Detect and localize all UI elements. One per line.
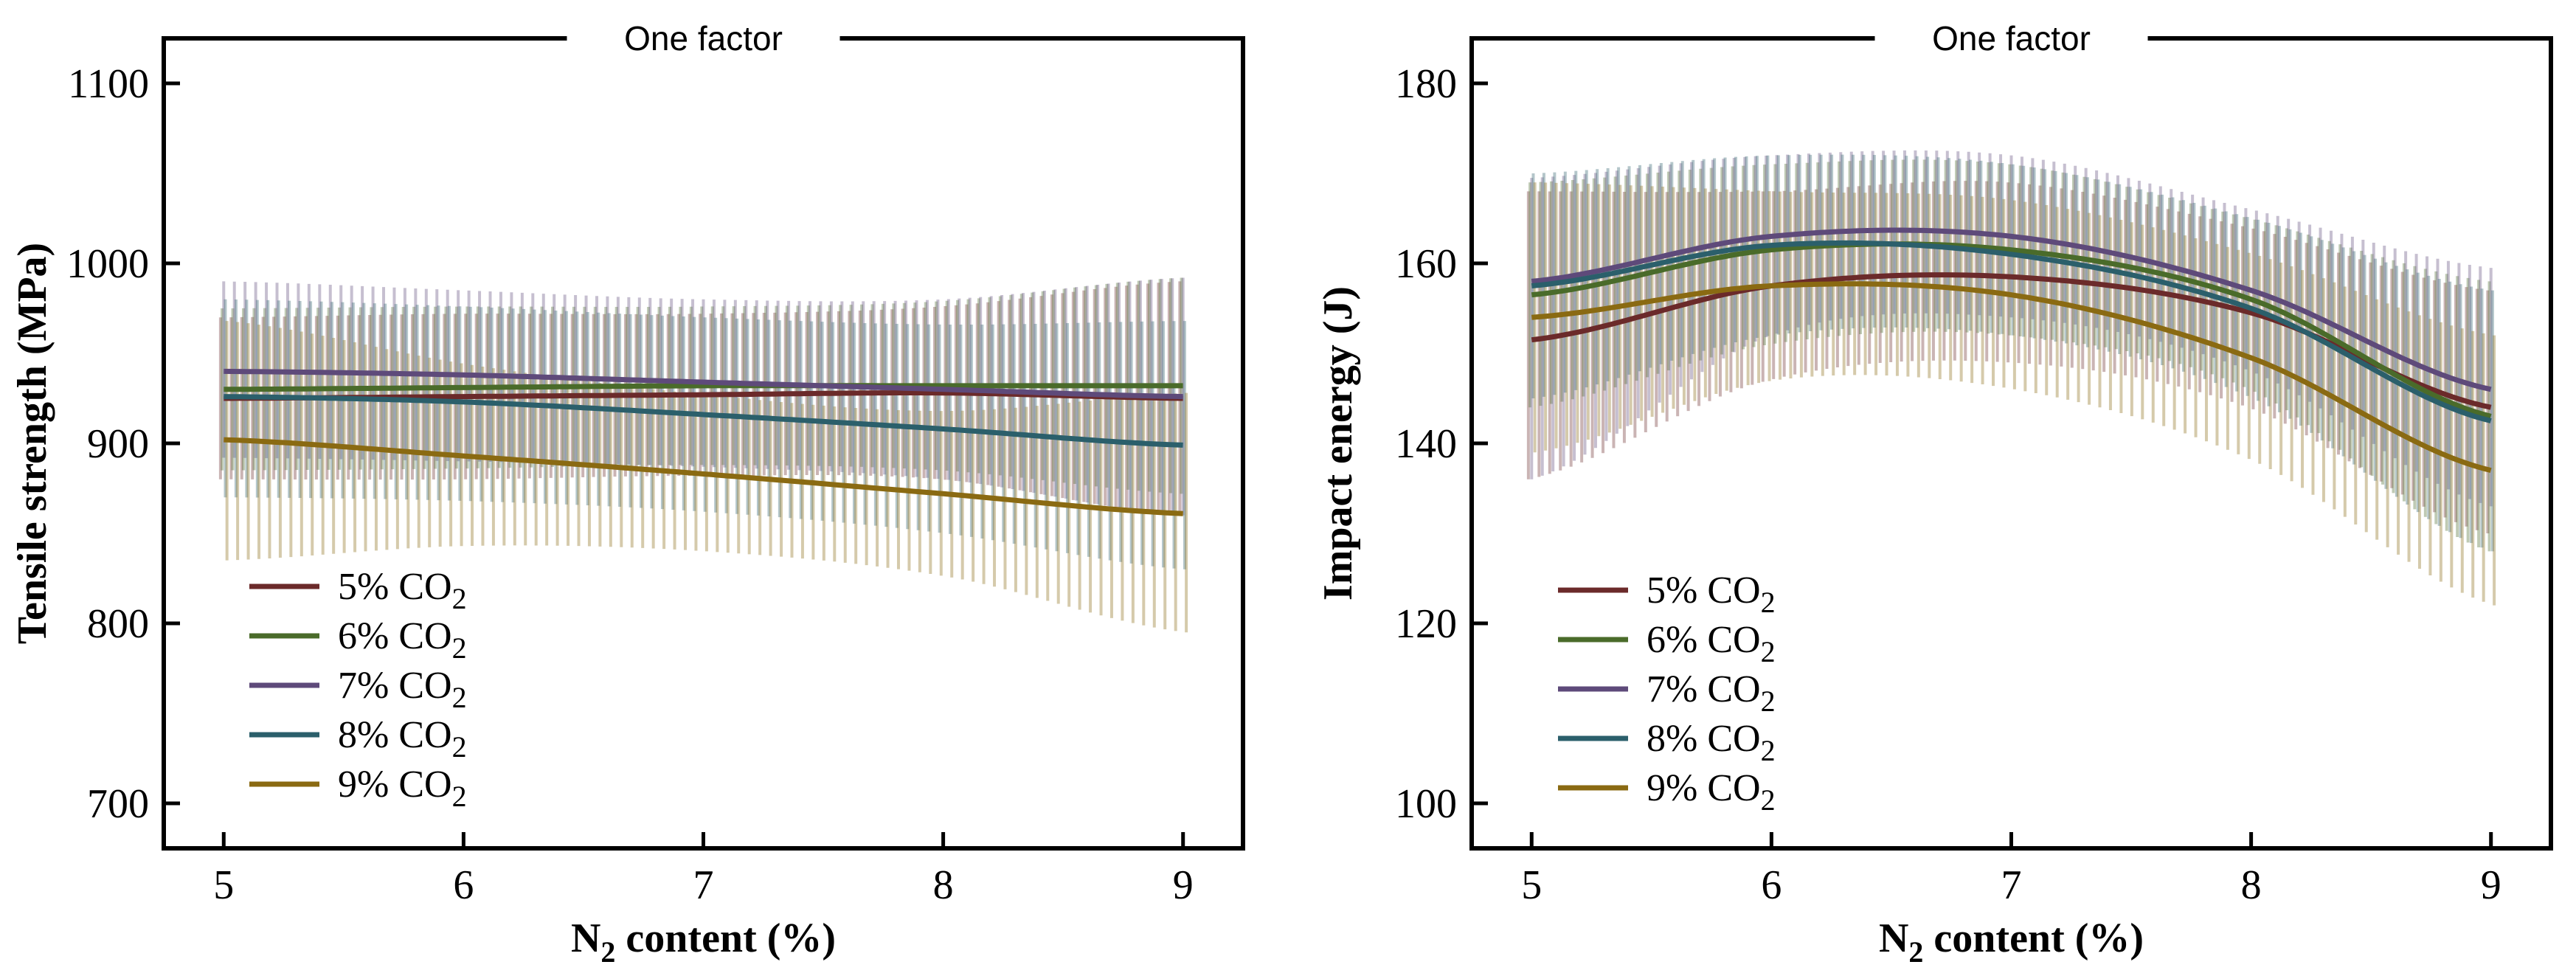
x-tick-label: 5 [1521, 862, 1542, 908]
title-background [1874, 16, 2148, 60]
confidence-band-7pct-co2 [1530, 150, 2493, 507]
series-line-8pct-co2 [224, 394, 1183, 448]
legend-label-text: 9% CO [338, 763, 452, 806]
x-tick-label: 8 [2241, 862, 2262, 908]
legend-label-text: 6% CO [338, 615, 452, 657]
legend-label-sub: 2 [452, 681, 467, 714]
legend-label-sub: 2 [1761, 783, 1776, 817]
series-line-9pct-co2 [1531, 281, 2492, 473]
legend-label-sub: 2 [1761, 734, 1776, 767]
y-tick-label: 1100 [68, 61, 149, 107]
y-axis-title: Tensile strength (MPa) [10, 243, 55, 644]
legend-label: 8% CO2 [338, 714, 467, 763]
y-tick-label: 140 [1395, 421, 1457, 467]
legend-label-text: 5% CO [1647, 569, 1761, 612]
y-tick-label: 180 [1395, 61, 1457, 107]
x-tick-label: 6 [1761, 862, 1782, 908]
legend-label: 7% CO2 [338, 665, 467, 714]
y-axis-title: Impact energy (J) [1315, 286, 1361, 600]
x-axis-title-base: N [1879, 915, 1908, 961]
x-axis-title-base: N [571, 915, 600, 961]
series-line-9pct-co2 [224, 437, 1183, 516]
legend-label-sub: 2 [452, 780, 467, 813]
legend-label-sub: 2 [452, 582, 467, 615]
legend-label-text: 7% CO [338, 665, 452, 707]
chart-title: One factor [624, 19, 783, 58]
x-axis-title-sub: 2 [600, 935, 615, 969]
x-tick-label: 5 [213, 862, 234, 908]
x-tick-label: 9 [2481, 862, 2501, 908]
legend-label-text: 6% CO [1647, 619, 1761, 661]
legend-label-text: 7% CO [1647, 668, 1761, 710]
x-axis-title-sub: 2 [1908, 935, 1923, 969]
series-line-7pct-co2 [224, 368, 1183, 400]
series-line-6pct-co2 [224, 383, 1183, 392]
x-axis-title-rest: content (%) [1923, 915, 2144, 961]
y-tick-label: 120 [1395, 601, 1457, 647]
legend-label-sub: 2 [452, 730, 467, 763]
x-tick-label: 7 [693, 862, 714, 908]
y-tick-label: 800 [87, 601, 149, 647]
x-axis-title: N2 content (%) [571, 915, 836, 969]
series-line-6pct-co2 [1531, 241, 2492, 419]
chart-title: One factor [1932, 19, 2091, 58]
x-tick-label: 7 [2001, 862, 2022, 908]
legend-label: 5% CO2 [338, 566, 467, 615]
legend-label-sub: 2 [1761, 685, 1776, 718]
legend-label-sub: 2 [452, 631, 467, 665]
legend-label-sub: 2 [1761, 586, 1776, 619]
legend-label: 8% CO2 [1647, 718, 1776, 767]
x-tick-label: 8 [933, 862, 954, 908]
x-axis-title-rest: content (%) [615, 915, 836, 961]
legend-label: 9% CO2 [338, 763, 467, 813]
legend-label-text: 9% CO [1647, 767, 1761, 809]
x-axis-title: N2 content (%) [1879, 915, 2144, 969]
x-tick-label: 6 [453, 862, 474, 908]
legend-label-text: 5% CO [338, 566, 452, 608]
y-tick-label: 700 [87, 781, 149, 827]
legend-label: 6% CO2 [338, 615, 467, 665]
series-line-7pct-co2 [1531, 227, 2492, 392]
y-tick-label: 100 [1395, 781, 1457, 827]
x-tick-label: 9 [1173, 862, 1194, 908]
y-tick-label: 160 [1395, 241, 1457, 287]
title-background [567, 16, 840, 60]
legend-label: 5% CO2 [1647, 569, 1776, 619]
y-tick-label: 1000 [66, 241, 149, 287]
legend-label-text: 8% CO [1647, 718, 1761, 760]
legend-label-sub: 2 [1761, 635, 1776, 668]
legend-label-text: 8% CO [338, 714, 452, 756]
legend-label: 6% CO2 [1647, 619, 1776, 668]
series-line-8pct-co2 [1531, 240, 2492, 423]
y-tick-label: 900 [87, 421, 149, 467]
legend-label: 7% CO2 [1647, 668, 1776, 718]
legend-label: 9% CO2 [1647, 767, 1776, 817]
